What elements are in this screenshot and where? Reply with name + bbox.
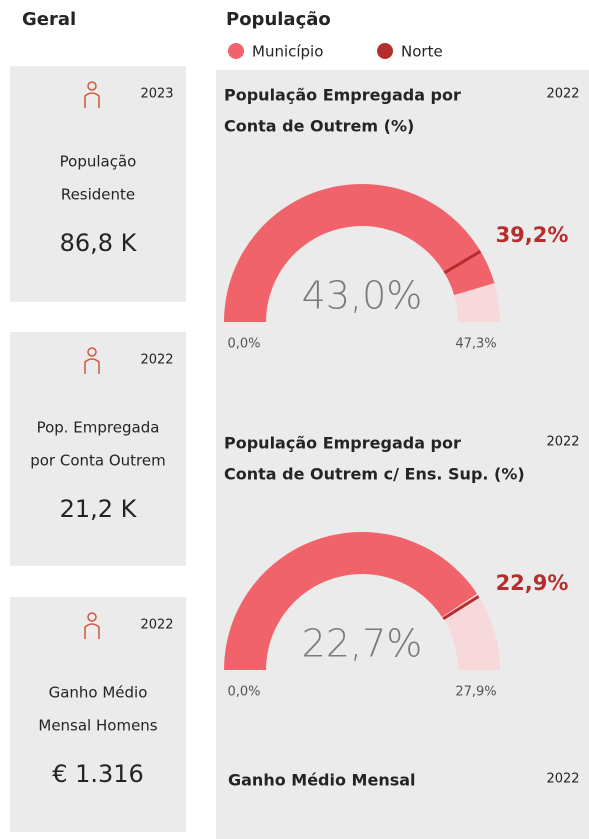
- card-year: 2023: [140, 87, 173, 102]
- gauge-title: População Empregada por: [224, 86, 461, 105]
- gauge-value-label: 43,0%: [302, 274, 423, 318]
- card-value: 86,8 K: [60, 229, 138, 257]
- icon-part: [87, 81, 97, 91]
- card-label: Pop. Empregada: [37, 419, 160, 437]
- cards: 2023 População Residente 86,8 K 2022 Pop. Emp…: [10, 66, 186, 832]
- gauge-year: 2022: [546, 87, 579, 102]
- card-value: € 1.316: [52, 760, 144, 788]
- right-panel: Município Norte População Empregada por Con…: [224, 43, 580, 790]
- icon: [84, 347, 100, 374]
- footer-year: 2022: [546, 772, 579, 787]
- gauge-max: 27,9%: [455, 685, 496, 700]
- icon-part: [87, 612, 97, 622]
- section-title: População: [226, 9, 331, 30]
- legend-marker: [228, 43, 244, 59]
- card-label: Mensal Homens: [38, 717, 157, 735]
- card-label: por Conta Outrem: [30, 452, 166, 470]
- icon: [84, 612, 100, 639]
- icon-part: [84, 623, 100, 639]
- gauge-target-label: 22,9%: [496, 571, 569, 595]
- gauge-target: [443, 249, 482, 275]
- gauge-value: [224, 532, 478, 670]
- gauge-min: 0,0%: [227, 685, 260, 700]
- gauge-value-label: 22,7%: [302, 622, 423, 666]
- icon: [84, 81, 100, 108]
- gauge-min: 0,0%: [227, 337, 260, 352]
- icon-part: [84, 358, 100, 374]
- card-label: População: [60, 153, 137, 171]
- icon-part: [84, 92, 100, 108]
- card: [10, 66, 186, 302]
- gauge-title: Conta de Outrem c/ Ens. Sup. (%): [224, 465, 525, 484]
- card: [10, 332, 186, 566]
- card-year: 2022: [140, 618, 173, 633]
- panel: [216, 70, 589, 839]
- footer-title: Ganho Médio Mensal: [228, 771, 416, 790]
- legend-marker: [377, 43, 393, 59]
- gauge-target: [442, 595, 480, 621]
- gauge-value: [224, 184, 495, 322]
- legend-label: Município: [252, 43, 323, 61]
- legend-label: Norte: [401, 43, 443, 61]
- card: [10, 597, 186, 832]
- gauge-title: Conta de Outrem (%): [224, 117, 414, 136]
- section-title: Geral: [22, 9, 76, 30]
- card-label: Residente: [61, 186, 135, 204]
- icon-part: [87, 347, 97, 357]
- gauge-title: População Empregada por: [224, 434, 461, 453]
- gauge-year: 2022: [546, 435, 579, 450]
- card-label: Ganho Médio: [49, 684, 148, 702]
- gauge-max: 47,3%: [455, 337, 496, 352]
- gauge-target-label: 39,2%: [496, 223, 569, 247]
- card-year: 2022: [140, 353, 173, 368]
- card-value: 21,2 K: [60, 495, 138, 523]
